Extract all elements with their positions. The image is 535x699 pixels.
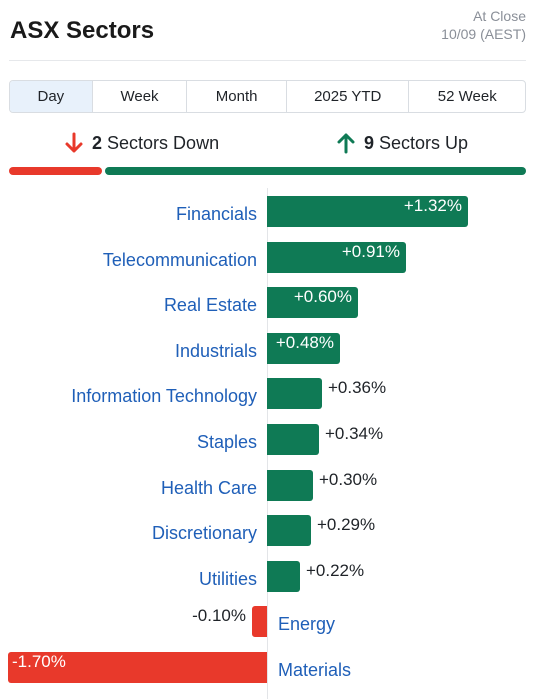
sector-label-energy[interactable]: Energy — [278, 614, 336, 634]
sector-label-materials[interactable]: Materials — [278, 660, 352, 680]
value-label-health-care: +0.30% — [319, 470, 378, 489]
bar-staples — [267, 424, 319, 455]
market-date: 10/09 (AEST) — [441, 26, 526, 42]
bar-telecommunication — [267, 242, 406, 273]
sectors-down-count: 2 — [92, 132, 103, 153]
tab-week[interactable]: Week — [91, 81, 187, 112]
value-label-real-estate: +0.60% — [293, 287, 352, 306]
page-title: ASX Sectors — [10, 17, 155, 44]
bar-real-estate — [267, 287, 358, 318]
sector-label-financials[interactable]: Financials — [175, 204, 257, 224]
period-tabs: Day Week Month 2025 YTD 52 Week — [9, 80, 526, 113]
tab-month[interactable]: Month — [186, 81, 286, 112]
tab-2025-ytd[interactable]: 2025 YTD — [285, 81, 409, 112]
value-label-energy: -0.10% — [192, 606, 246, 625]
sectors-down-summary: 2 Sectors Down — [64, 132, 219, 154]
bar-health-care — [267, 470, 313, 501]
bar-utilities — [267, 561, 300, 592]
bar-industrials — [267, 333, 340, 364]
market-status: At Close 10/09 (AEST) — [441, 7, 526, 43]
bar-financials — [267, 196, 468, 227]
sector-label-information-technology[interactable]: Information Technology — [71, 386, 257, 406]
value-label-information-technology: +0.36% — [328, 378, 387, 397]
market-status-text: At Close — [473, 8, 526, 24]
tab-52-week[interactable]: 52 Week — [408, 81, 525, 112]
sector-label-real-estate[interactable]: Real Estate — [163, 295, 257, 315]
sectors-up-count: 9 — [364, 132, 375, 153]
tab-day[interactable]: Day — [10, 81, 92, 112]
value-label-discretionary: +0.29% — [317, 515, 376, 534]
bar-materials — [8, 652, 267, 683]
value-label-industrials: +0.48% — [275, 333, 334, 352]
breadth-bar-down — [9, 167, 102, 175]
header-divider — [9, 60, 526, 61]
value-label-staples: +0.34% — [325, 424, 384, 443]
breadth-bar-up — [105, 167, 526, 175]
sector-label-utilities[interactable]: Utilities — [198, 569, 257, 589]
arrow-up-icon — [336, 132, 356, 154]
value-label-materials: -1.70% — [12, 652, 66, 671]
bar-discretionary — [267, 515, 311, 546]
sector-label-staples[interactable]: Staples — [196, 432, 257, 452]
sector-label-health-care[interactable]: Health Care — [160, 478, 257, 498]
sector-label-industrials[interactable]: Industrials — [174, 341, 257, 361]
value-label-financials: +1.32% — [403, 196, 462, 215]
value-label-telecommunication: +0.91% — [341, 242, 400, 261]
value-label-utilities: +0.22% — [306, 561, 365, 580]
sectors-up-label: Sectors Up — [379, 132, 469, 153]
sector-label-discretionary[interactable]: Discretionary — [151, 523, 257, 543]
bar-energy — [252, 606, 267, 637]
sector-label-telecommunication[interactable]: Telecommunication — [102, 250, 257, 270]
sectors-down-label: Sectors Down — [107, 132, 220, 153]
arrow-down-icon — [64, 132, 84, 154]
sectors-up-summary: 9 Sectors Up — [336, 132, 468, 154]
bar-information-technology — [267, 378, 322, 409]
